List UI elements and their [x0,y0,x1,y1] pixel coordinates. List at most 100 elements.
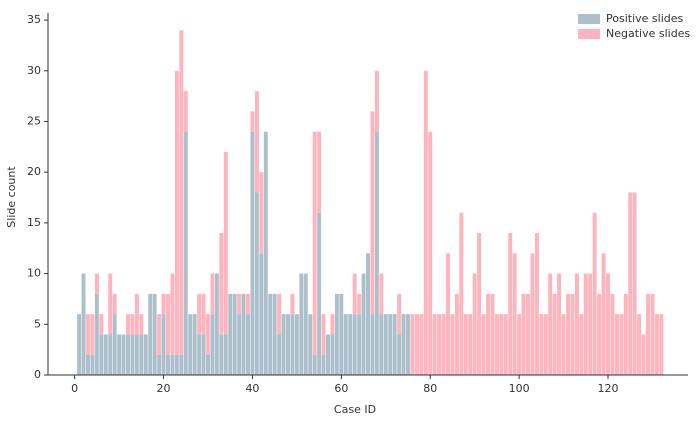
bar [161,314,166,375]
bar [254,192,259,375]
bar [566,293,570,375]
bar [388,314,393,375]
bar [183,91,188,132]
bar [179,354,184,375]
bar [654,314,659,375]
bar [188,314,193,375]
bar [512,253,517,375]
x-axis-label: Case ID [334,403,376,416]
bar [366,253,370,375]
bar [343,314,348,375]
bar [619,314,624,375]
bar [352,314,357,375]
bar [446,253,450,375]
bar [370,314,375,375]
bar [94,293,99,375]
bar [374,131,379,375]
bar [246,293,250,315]
bar [170,273,175,355]
x-tick-label: 100 [509,382,530,395]
bar [534,233,539,375]
bar [197,293,202,335]
bar [259,253,264,375]
bar [308,314,313,375]
bar [330,334,335,375]
bar [321,314,326,355]
bar [361,273,366,375]
bar [330,314,335,335]
bar [197,334,202,375]
bar [339,293,344,375]
bar [334,293,339,375]
bar [557,273,562,375]
bar [206,354,210,375]
bar [219,233,224,335]
bar [219,334,224,375]
bar [277,293,282,335]
bar [281,314,286,375]
bar [597,293,602,375]
bar [419,314,424,375]
bar [250,111,255,132]
bar [481,314,486,375]
bar [610,293,615,375]
bar [348,314,353,375]
bar [254,91,259,193]
y-tick-label: 15 [27,216,41,229]
bar [574,273,579,375]
bar [237,314,242,375]
bar [414,314,419,375]
bar [263,131,268,375]
bar [352,273,357,315]
bar [428,131,433,375]
bar [166,293,170,355]
bar [99,314,104,335]
bar [397,293,402,335]
bar [299,273,304,375]
bar [526,293,530,375]
bar [503,314,508,375]
x-tick-label: 120 [598,382,619,395]
bar [223,151,228,335]
bar [126,314,130,335]
bar [312,354,317,375]
bar [130,334,135,375]
bar [646,293,650,375]
bar [486,293,490,375]
bar [259,172,264,254]
bar [228,293,233,375]
bar [357,314,362,375]
bar [170,354,175,375]
bar [539,314,544,375]
bar [383,314,388,375]
bar [450,314,455,375]
bar [183,131,188,375]
bar [121,334,126,375]
bar [601,253,606,375]
bar [134,334,139,375]
bar [148,293,153,375]
y-tick-label: 35 [27,13,41,26]
bar [530,253,535,375]
bar [90,314,95,355]
bar [130,314,135,335]
bar [126,334,130,375]
bar [583,273,588,375]
bar [459,212,464,375]
bar [246,314,250,375]
x-tick-label: 40 [245,382,259,395]
bar [379,273,384,315]
bar [370,111,375,315]
bar [86,314,90,355]
bar [161,293,166,315]
bar [392,314,397,375]
bar [517,314,522,375]
bar [152,293,157,375]
bar [628,192,633,375]
bar [374,70,379,132]
bar [432,314,437,375]
bar [303,273,308,375]
bar [401,314,406,375]
bar [406,314,410,375]
bar [632,192,637,375]
